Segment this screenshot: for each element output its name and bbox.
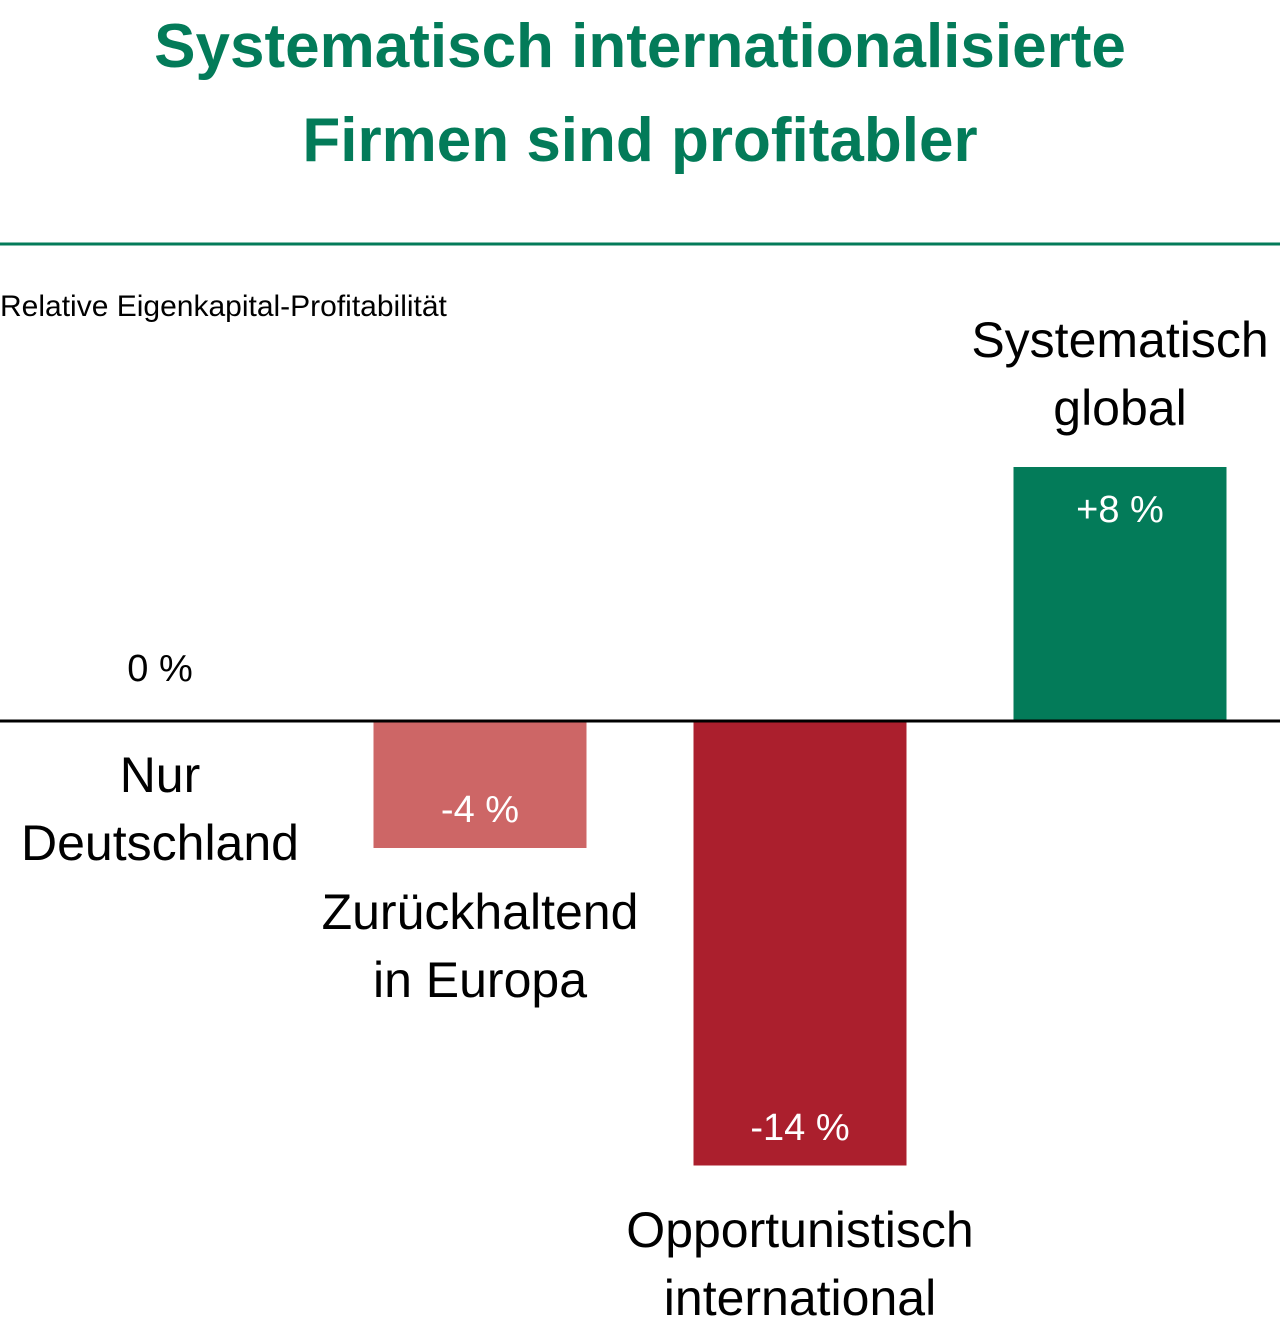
value-label: +8 % <box>1076 489 1164 531</box>
x-tick-label: Nur Deutschland <box>21 747 299 871</box>
x-tick-label: Systematisch global <box>971 312 1269 436</box>
bar <box>693 721 907 1166</box>
value-label: -14 % <box>750 1106 850 1149</box>
x-tick-label: Zurückhaltend in Europa <box>321 884 639 1008</box>
value-label: 0 % <box>127 648 193 690</box>
x-tick-label: Opportunistisch international <box>626 1201 974 1326</box>
bar <box>1013 467 1227 721</box>
bar <box>373 721 587 848</box>
value-label: -4 % <box>440 789 520 831</box>
chart-subtitle: Relative Eigenkapital-Profitabilität <box>0 290 447 323</box>
chart-title: Systematisch internationalisierte Firmen… <box>154 12 1126 175</box>
